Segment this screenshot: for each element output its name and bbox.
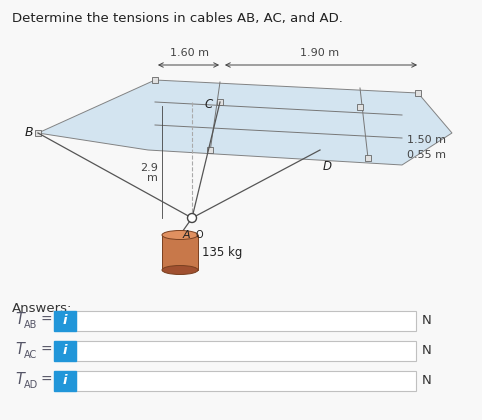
Text: =: = bbox=[40, 343, 52, 357]
Text: T: T bbox=[15, 342, 24, 357]
Text: i: i bbox=[63, 375, 67, 388]
Text: 1.60 m: 1.60 m bbox=[171, 48, 210, 58]
Text: m: m bbox=[147, 173, 158, 183]
Bar bbox=[415, 90, 421, 96]
Text: 1.90 m: 1.90 m bbox=[300, 48, 339, 58]
Text: D: D bbox=[323, 160, 332, 173]
Text: AB: AB bbox=[24, 320, 38, 330]
Bar bbox=[207, 147, 213, 153]
Text: Answers:: Answers: bbox=[12, 302, 72, 315]
Text: i: i bbox=[63, 344, 67, 357]
Text: N: N bbox=[422, 315, 432, 328]
Text: 0.55 m: 0.55 m bbox=[407, 150, 446, 160]
Bar bbox=[76, 311, 416, 331]
Bar bbox=[162, 235, 198, 270]
Text: O: O bbox=[195, 230, 202, 240]
Text: B: B bbox=[25, 126, 33, 139]
Bar bbox=[35, 130, 41, 136]
Text: AD: AD bbox=[24, 380, 38, 390]
Text: =: = bbox=[40, 313, 52, 327]
Bar bbox=[152, 77, 158, 83]
Text: N: N bbox=[422, 344, 432, 357]
Text: T: T bbox=[15, 312, 24, 328]
Bar bbox=[76, 371, 416, 391]
Bar bbox=[217, 99, 223, 105]
Ellipse shape bbox=[162, 231, 198, 239]
Text: =: = bbox=[40, 373, 52, 387]
Circle shape bbox=[187, 213, 197, 223]
FancyBboxPatch shape bbox=[54, 311, 76, 331]
Text: i: i bbox=[63, 315, 67, 328]
Text: Determine the tensions in cables AB, AC, and AD.: Determine the tensions in cables AB, AC,… bbox=[12, 12, 343, 25]
Bar bbox=[365, 155, 371, 161]
Text: 2.9: 2.9 bbox=[140, 163, 158, 173]
Bar bbox=[357, 104, 363, 110]
FancyBboxPatch shape bbox=[54, 371, 76, 391]
Text: 135 kg: 135 kg bbox=[202, 246, 242, 259]
FancyBboxPatch shape bbox=[54, 341, 76, 361]
Polygon shape bbox=[38, 80, 452, 165]
Text: T: T bbox=[15, 373, 24, 388]
Text: C: C bbox=[205, 97, 213, 110]
Text: 1.50 m: 1.50 m bbox=[407, 135, 446, 145]
Text: A: A bbox=[182, 230, 190, 240]
Bar bbox=[76, 341, 416, 361]
Text: N: N bbox=[422, 375, 432, 388]
Text: AC: AC bbox=[24, 350, 37, 360]
Ellipse shape bbox=[162, 265, 198, 275]
